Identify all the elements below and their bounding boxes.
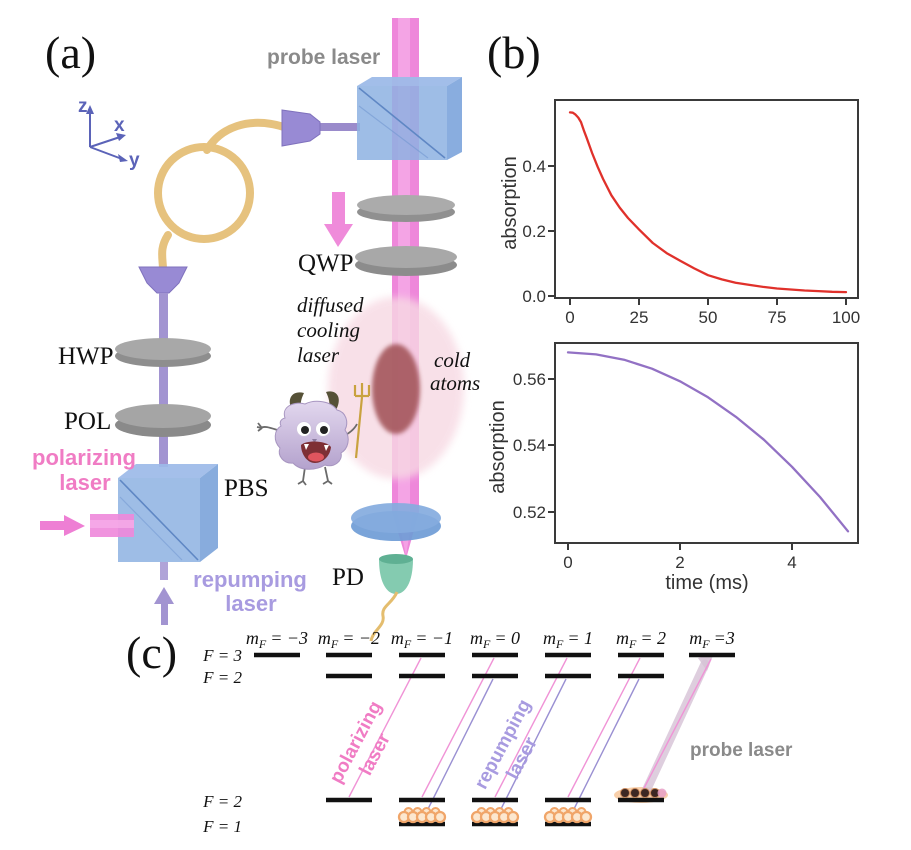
y-axis-label: absorption xyxy=(499,156,521,249)
xtick: 2 xyxy=(675,553,684,572)
mf-header-1: mF = −2 xyxy=(318,628,380,651)
ytick: 0.0 xyxy=(522,287,546,306)
polarizing-laser-label-1: polarizing xyxy=(32,445,136,470)
xtick: 100 xyxy=(832,308,860,327)
ytick: 0.52 xyxy=(513,503,546,522)
panel-b-label: (b) xyxy=(487,27,541,78)
panel-c-label: (c) xyxy=(126,627,177,678)
repumping-laser-label-1: repumping xyxy=(193,567,307,592)
mf-header-4: mF = 1 xyxy=(543,628,593,651)
lens-disk xyxy=(351,503,441,541)
mf-header-6: mF =3 xyxy=(689,628,735,651)
xtick: 4 xyxy=(787,553,796,572)
ytick: 0.2 xyxy=(522,222,546,241)
axis-y-label: y xyxy=(129,150,140,171)
tick-marks xyxy=(548,165,847,305)
xtick: 75 xyxy=(768,308,787,327)
polarizing-input-beam xyxy=(90,514,134,537)
pol-disk xyxy=(115,404,211,437)
hwp-label: HWP xyxy=(58,343,114,370)
x-axis-label: time (ms) xyxy=(665,572,748,594)
mf-header-5: mF = 2 xyxy=(616,628,666,651)
polarizing-input-arrow xyxy=(40,515,85,536)
atom-population-f2-stretched xyxy=(620,788,667,798)
excited-f3-label: F = 3 xyxy=(202,646,242,665)
pbs-label: PBS xyxy=(224,475,268,502)
axis-x-label: x xyxy=(114,115,125,136)
mf-header-3: mF = 0 xyxy=(470,628,520,651)
excited-f2-label: F = 2 xyxy=(202,668,242,687)
cold-atoms-ellipse xyxy=(372,344,420,434)
hwp-disk xyxy=(115,338,211,367)
xtick: 0 xyxy=(565,308,574,327)
fiber-loop xyxy=(154,118,288,274)
repumping-transitions xyxy=(421,678,640,822)
panel-c: (c) xyxy=(126,627,793,836)
coordinate-axes xyxy=(86,105,128,162)
repump-beam-vertical xyxy=(159,293,168,467)
panel-a-label: (a) xyxy=(45,27,96,78)
ytick: 0.56 xyxy=(513,370,546,389)
xtick: 0 xyxy=(563,553,572,572)
diffused-label-3: laser xyxy=(297,343,340,367)
fiber-coupler-right xyxy=(281,109,321,147)
qwp-disk-2 xyxy=(355,246,457,276)
repumping-laser-label-2: laser xyxy=(225,591,277,616)
mf-header-2: mF = −1 xyxy=(391,628,453,651)
pitchfork-icon xyxy=(353,383,371,459)
pd-label: PD xyxy=(332,564,364,591)
polarizing-transitions xyxy=(348,657,712,798)
fiber-output-beam xyxy=(318,123,360,131)
pbs-cube xyxy=(118,464,218,562)
repumping-input-arrow xyxy=(154,562,174,625)
ground-f1-label: F = 1 xyxy=(202,817,242,836)
qwp-label: QWP xyxy=(298,250,354,277)
energy-levels xyxy=(254,652,735,827)
photodiode xyxy=(379,554,413,594)
polarizing-laser-label-2: laser xyxy=(59,470,111,495)
diffused-label-1: diffused xyxy=(297,293,364,317)
panel-b: (b) 0.4 0.2 0.0 0 25 50 75 100 absorptio… xyxy=(487,27,860,594)
qwp-pointer-arrow xyxy=(324,192,353,247)
ground-f2-label: F = 2 xyxy=(202,792,242,811)
diffused-label-2: cooling xyxy=(297,318,360,342)
absorption-chart-bottom: 0.56 0.54 0.52 0 2 4 time (ms) absorptio… xyxy=(487,342,859,594)
atom-population-f1 xyxy=(397,807,593,824)
tick-marks xyxy=(548,378,793,550)
purple-decay-curve xyxy=(566,351,850,533)
pd-wire xyxy=(369,591,399,642)
ytick: 0.4 xyxy=(522,157,546,176)
xtick: 25 xyxy=(630,308,649,327)
probe-laser-label: probe laser xyxy=(267,46,380,69)
xtick: 50 xyxy=(699,308,718,327)
beamsplitter-cube xyxy=(357,77,462,160)
cold-atoms-label-2: atoms xyxy=(430,371,480,395)
monster-cartoon-icon xyxy=(256,391,358,486)
panel-a: z x y (a) xyxy=(32,18,480,642)
y-axis-label: absorption xyxy=(487,400,509,493)
fiber-coupler-left xyxy=(138,266,188,294)
cold-atoms-label-1: cold xyxy=(434,348,471,372)
absorption-chart-top: 0.4 0.2 0.0 0 25 50 75 100 absorption xyxy=(499,99,860,327)
mf-header-0: mF = −3 xyxy=(246,628,308,651)
red-decay-curve xyxy=(568,111,848,294)
ytick: 0.54 xyxy=(513,436,546,455)
probe-laser-label-c: probe laser xyxy=(690,740,793,761)
qwp-disk-1 xyxy=(357,195,455,222)
pol-label: POL xyxy=(64,408,111,435)
axis-z-label: z xyxy=(78,96,88,117)
